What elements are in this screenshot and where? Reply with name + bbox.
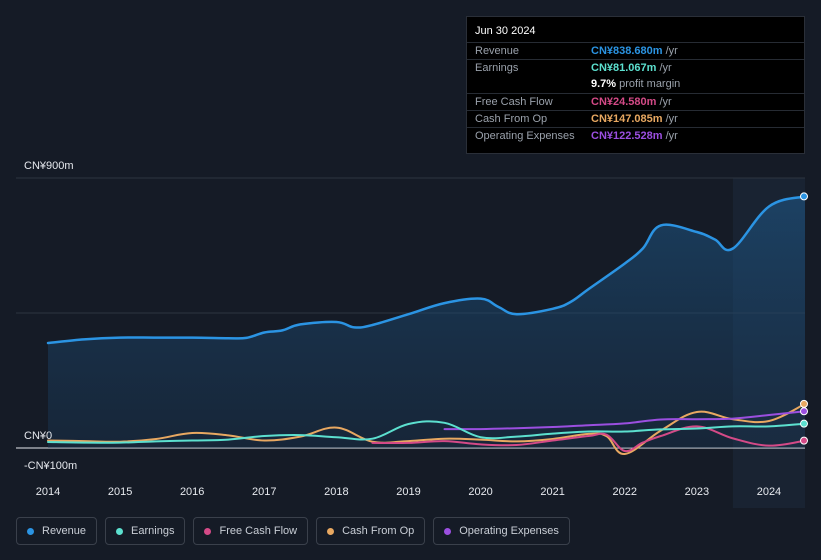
series-line-cash-from-op bbox=[47, 402, 806, 455]
x-tick-label: 2014 bbox=[36, 486, 60, 498]
tooltip-value: CN¥24.580m /yr bbox=[591, 96, 672, 108]
tooltip-date: Jun 30 2024 bbox=[475, 25, 536, 37]
legend-label: Earnings bbox=[131, 525, 175, 537]
tooltip-row-free-cash-flow: Free Cash Flow CN¥24.580m /yr bbox=[467, 93, 804, 110]
legend-item-operating-expenses[interactable]: Operating Expenses bbox=[433, 517, 570, 545]
legend-label: Operating Expenses bbox=[459, 525, 559, 537]
legend-item-revenue[interactable]: Revenue bbox=[16, 517, 98, 545]
series-area-revenue bbox=[48, 196, 805, 448]
series-line-earnings bbox=[47, 420, 806, 444]
tooltip-value: CN¥122.528m /yr bbox=[591, 130, 678, 142]
tooltip-row-earnings: Earnings CN¥81.067m /yr bbox=[467, 59, 804, 76]
tooltip-value: CN¥147.085m /yr bbox=[591, 113, 678, 125]
tooltip-row-operating-expenses: Operating Expenses CN¥122.528m /yr bbox=[467, 127, 804, 144]
x-tick-label: 2024 bbox=[757, 486, 781, 498]
x-tick-label: 2019 bbox=[396, 486, 420, 498]
chart-legend: Revenue Earnings Free Cash Flow Cash Fro… bbox=[16, 517, 570, 545]
legend-dot-icon bbox=[116, 527, 124, 535]
tooltip-label: Revenue bbox=[475, 45, 520, 57]
series-line-revenue bbox=[46, 195, 807, 345]
x-tick-label: 2020 bbox=[468, 486, 492, 498]
y-axis-top-label: CN¥900m bbox=[24, 160, 74, 172]
series-endpoint-cash-from-op bbox=[800, 399, 808, 408]
tooltip-label: Operating Expenses bbox=[475, 130, 575, 142]
legend-item-earnings[interactable]: Earnings bbox=[105, 517, 186, 545]
data-tooltip: Jun 30 2024 Revenue CN¥838.680m /yr Earn… bbox=[466, 16, 805, 154]
tooltip-row-cash-from-op: Cash From Op CN¥147.085m /yr bbox=[467, 110, 804, 127]
series-endpoint-earnings bbox=[800, 419, 808, 428]
legend-dot-icon bbox=[204, 527, 212, 535]
tooltip-value: CN¥81.067m /yr bbox=[591, 62, 672, 74]
x-tick-label: 2023 bbox=[685, 486, 709, 498]
legend-item-cash-from-op[interactable]: Cash From Op bbox=[316, 517, 426, 545]
tooltip-label: Free Cash Flow bbox=[475, 96, 553, 108]
x-tick-label: 2015 bbox=[108, 486, 132, 498]
legend-dot-icon bbox=[444, 527, 452, 535]
legend-label: Revenue bbox=[42, 525, 87, 537]
series-endpoint-free-cash-flow bbox=[800, 436, 808, 445]
y-axis-bottom-label: -CN¥100m bbox=[24, 460, 78, 472]
series-line-free-cash-flow bbox=[371, 425, 806, 453]
tooltip-row-revenue: Revenue CN¥838.680m /yr bbox=[467, 42, 804, 59]
legend-label: Cash From Op bbox=[342, 525, 415, 537]
tooltip-value: 9.7% profit margin bbox=[591, 78, 681, 90]
tooltip-value: CN¥838.680m /yr bbox=[591, 45, 678, 57]
legend-dot-icon bbox=[327, 527, 335, 535]
x-tick-label: 2018 bbox=[324, 486, 348, 498]
tooltip-label: Earnings bbox=[475, 62, 519, 74]
legend-dot-icon bbox=[27, 527, 34, 535]
legend-label: Free Cash Flow bbox=[219, 525, 298, 537]
y-axis-zero-label: CN¥0 bbox=[24, 430, 53, 442]
tooltip-label: Cash From Op bbox=[475, 113, 548, 125]
x-tick-label: 2021 bbox=[540, 486, 564, 498]
series-endpoint-operating-expenses bbox=[800, 407, 808, 416]
legend-item-free-cash-flow[interactable]: Free Cash Flow bbox=[193, 517, 309, 545]
series-line-operating-expenses bbox=[443, 410, 806, 431]
x-tick-label: 2022 bbox=[613, 486, 637, 498]
series-endpoint-revenue bbox=[800, 192, 808, 201]
tooltip-row-profit-margin: 9.7% profit margin bbox=[467, 76, 804, 93]
x-tick-label: 2016 bbox=[180, 486, 204, 498]
x-tick-label: 2017 bbox=[252, 486, 276, 498]
